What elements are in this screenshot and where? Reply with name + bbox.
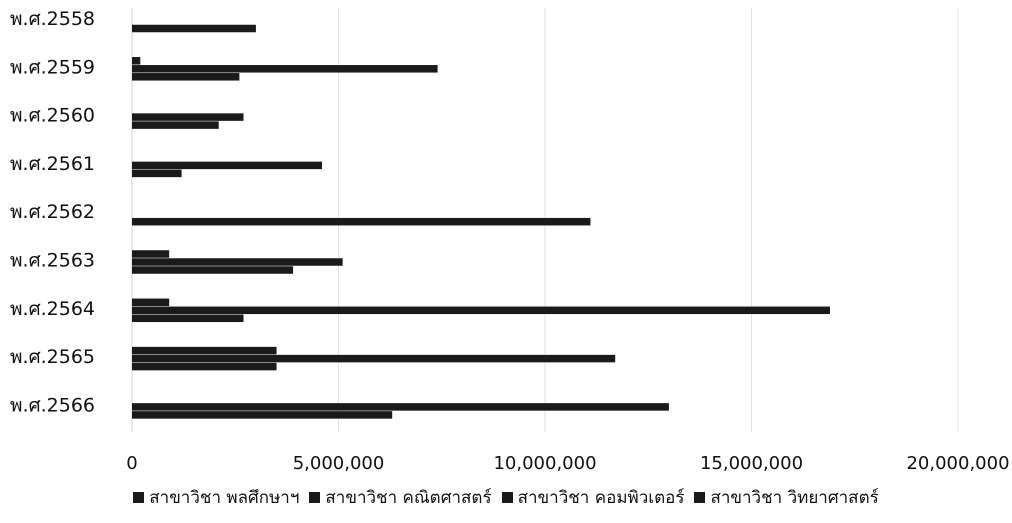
category-label: พ.ศ.2563 [10,250,95,272]
x-tick-label: 5,000,000 [293,453,385,474]
legend-swatch [309,492,321,503]
bar [132,346,277,355]
bar [132,113,244,121]
legend-label: สาขาวิชา พลศึกษาฯ [149,488,300,508]
x-tick-label: 10,000,000 [493,453,596,474]
bar [132,24,256,33]
category-labels: พ.ศ.2558 พ.ศ.2559 พ.ศ.2560 พ.ศ.2561 พ.ศ.2562… [10,8,95,416]
bar [132,169,182,178]
legend-label: สาขาวิชา คอมพิวเตอร์ [517,488,685,508]
legend-item-math: สาขาวิชา คณิตศาสตร์ [309,484,492,511]
category-label: พ.ศ.2560 [10,105,95,127]
bar [132,65,438,73]
legend-swatch [694,492,706,503]
x-tick-label: 15,000,000 [700,453,803,474]
bars [132,24,830,419]
bar [132,217,591,226]
x-tick-label: 20,000,000 [906,453,1009,474]
bar [132,354,616,363]
legend-item-computer: สาขาวิชา คอมพิวเตอร์ [501,484,685,511]
bar [132,362,277,371]
bar-chart: พ.ศ.2558 พ.ศ.2559 พ.ศ.2560 พ.ศ.2561 พ.ศ.2562… [10,8,1010,474]
bar [132,250,170,258]
legend-item-pe: สาขาวิชา พลศึกษาฯ [133,484,299,511]
bar [132,266,294,274]
bar [132,314,244,323]
category-label: พ.ศ.2561 [10,153,95,175]
bar [132,57,141,65]
legend: สาขาวิชา พลศึกษาฯ สาขาวิชา คณิตศาสตร์ สา… [0,484,1012,511]
category-label: พ.ศ.2558 [10,8,95,30]
bar [132,161,322,170]
category-label: พ.ศ.2566 [10,394,95,416]
bar [132,258,343,266]
category-label: พ.ศ.2559 [10,56,95,78]
bar [132,411,393,419]
bar [132,403,669,411]
category-label: พ.ศ.2562 [10,201,95,223]
legend-swatch [501,492,513,503]
category-label: พ.ศ.2565 [10,346,95,368]
legend-label: สาขาวิชา วิทยาศาสตร์ [710,488,879,508]
legend-swatch [133,492,145,503]
x-tick-label: 0 [126,453,137,474]
category-label: พ.ศ.2564 [10,298,95,320]
legend-item-science: สาขาวิชา วิทยาศาสตร์ [694,484,879,511]
legend-label: สาขาวิชา คณิตศาสตร์ [325,488,492,508]
bar [132,306,830,315]
bar [132,73,240,81]
x-axis-tick-labels: 0 5,000,000 10,000,000 15,000,000 20,000,000 [126,453,1009,474]
bar [132,298,170,307]
bar [132,121,219,129]
